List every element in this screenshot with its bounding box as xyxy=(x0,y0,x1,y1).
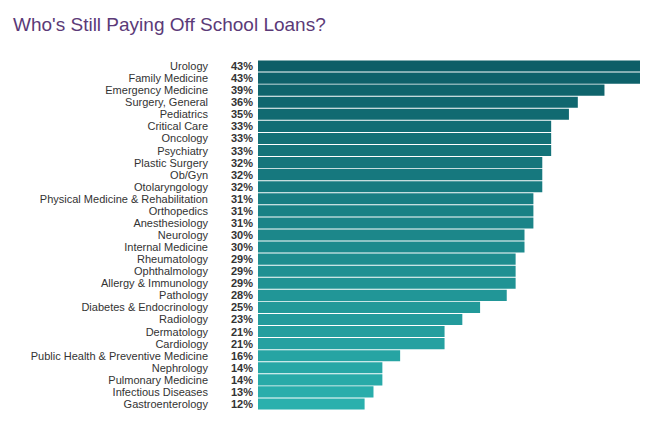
svg-text:Nephrology: Nephrology xyxy=(152,362,209,374)
svg-text:Urology: Urology xyxy=(170,60,208,72)
svg-text:21%: 21% xyxy=(231,338,253,350)
svg-text:Surgery, General: Surgery, General xyxy=(125,96,208,108)
svg-text:Public Health & Preventive Med: Public Health & Preventive Medicine xyxy=(31,350,208,362)
svg-text:33%: 33% xyxy=(231,145,253,157)
svg-text:Ophthalmology: Ophthalmology xyxy=(134,265,208,277)
svg-text:21%: 21% xyxy=(231,326,253,338)
svg-text:Emergency Medicine: Emergency Medicine xyxy=(105,84,208,96)
svg-text:12%: 12% xyxy=(231,398,253,410)
svg-text:14%: 14% xyxy=(231,374,253,386)
svg-text:35%: 35% xyxy=(231,108,253,120)
svg-text:32%: 32% xyxy=(231,169,253,181)
svg-text:32%: 32% xyxy=(231,181,253,193)
svg-text:31%: 31% xyxy=(231,217,253,229)
svg-text:Cardiology: Cardiology xyxy=(155,338,208,350)
svg-text:Allergy & Immunology: Allergy & Immunology xyxy=(101,277,208,289)
svg-text:36%: 36% xyxy=(231,96,253,108)
svg-text:Psychiatry: Psychiatry xyxy=(157,145,208,157)
svg-text:Oncology: Oncology xyxy=(162,132,209,144)
svg-text:Orthopedics: Orthopedics xyxy=(149,205,209,217)
svg-text:28%: 28% xyxy=(231,289,253,301)
svg-text:14%: 14% xyxy=(231,362,253,374)
svg-text:29%: 29% xyxy=(231,265,253,277)
svg-text:Internal Medicine: Internal Medicine xyxy=(124,241,208,253)
svg-text:Family Medicine: Family Medicine xyxy=(129,72,208,84)
svg-text:Radiology: Radiology xyxy=(159,313,208,325)
svg-text:Gastroenterology: Gastroenterology xyxy=(124,398,209,410)
svg-text:Infectious Diseases: Infectious Diseases xyxy=(113,386,209,398)
svg-text:33%: 33% xyxy=(231,120,253,132)
svg-text:Plastic Surgery: Plastic Surgery xyxy=(134,157,208,169)
svg-text:29%: 29% xyxy=(231,253,253,265)
svg-text:Diabetes & Endocrinology: Diabetes & Endocrinology xyxy=(81,301,208,313)
svg-text:43%: 43% xyxy=(231,72,253,84)
svg-text:33%: 33% xyxy=(231,132,253,144)
svg-text:Anesthesiology: Anesthesiology xyxy=(133,217,208,229)
svg-text:Critical Care: Critical Care xyxy=(147,120,208,132)
svg-text:31%: 31% xyxy=(231,193,253,205)
svg-text:Ob/Gyn: Ob/Gyn xyxy=(170,169,208,181)
svg-text:30%: 30% xyxy=(231,229,253,241)
svg-text:39%: 39% xyxy=(231,84,253,96)
svg-text:32%: 32% xyxy=(231,157,253,169)
svg-text:Dermatology: Dermatology xyxy=(146,326,209,338)
svg-text:29%: 29% xyxy=(231,277,253,289)
svg-text:Pediatrics: Pediatrics xyxy=(160,108,209,120)
svg-text:13%: 13% xyxy=(231,386,253,398)
svg-text:Who's Still Paying Off School: Who's Still Paying Off School Loans? xyxy=(13,14,326,35)
svg-text:16%: 16% xyxy=(231,350,253,362)
svg-text:Rheumatology: Rheumatology xyxy=(137,253,208,265)
svg-text:23%: 23% xyxy=(231,313,253,325)
svg-text:Pulmonary Medicine: Pulmonary Medicine xyxy=(108,374,208,386)
svg-text:31%: 31% xyxy=(231,205,253,217)
svg-text:43%: 43% xyxy=(231,60,253,72)
svg-text:Physical Medicine & Rehabilita: Physical Medicine & Rehabilitation xyxy=(40,193,208,205)
svg-text:Neurology: Neurology xyxy=(158,229,209,241)
svg-text:Pathology: Pathology xyxy=(159,289,208,301)
svg-text:25%: 25% xyxy=(231,301,253,313)
svg-text:30%: 30% xyxy=(231,241,253,253)
svg-text:Otolaryngology: Otolaryngology xyxy=(134,181,208,193)
